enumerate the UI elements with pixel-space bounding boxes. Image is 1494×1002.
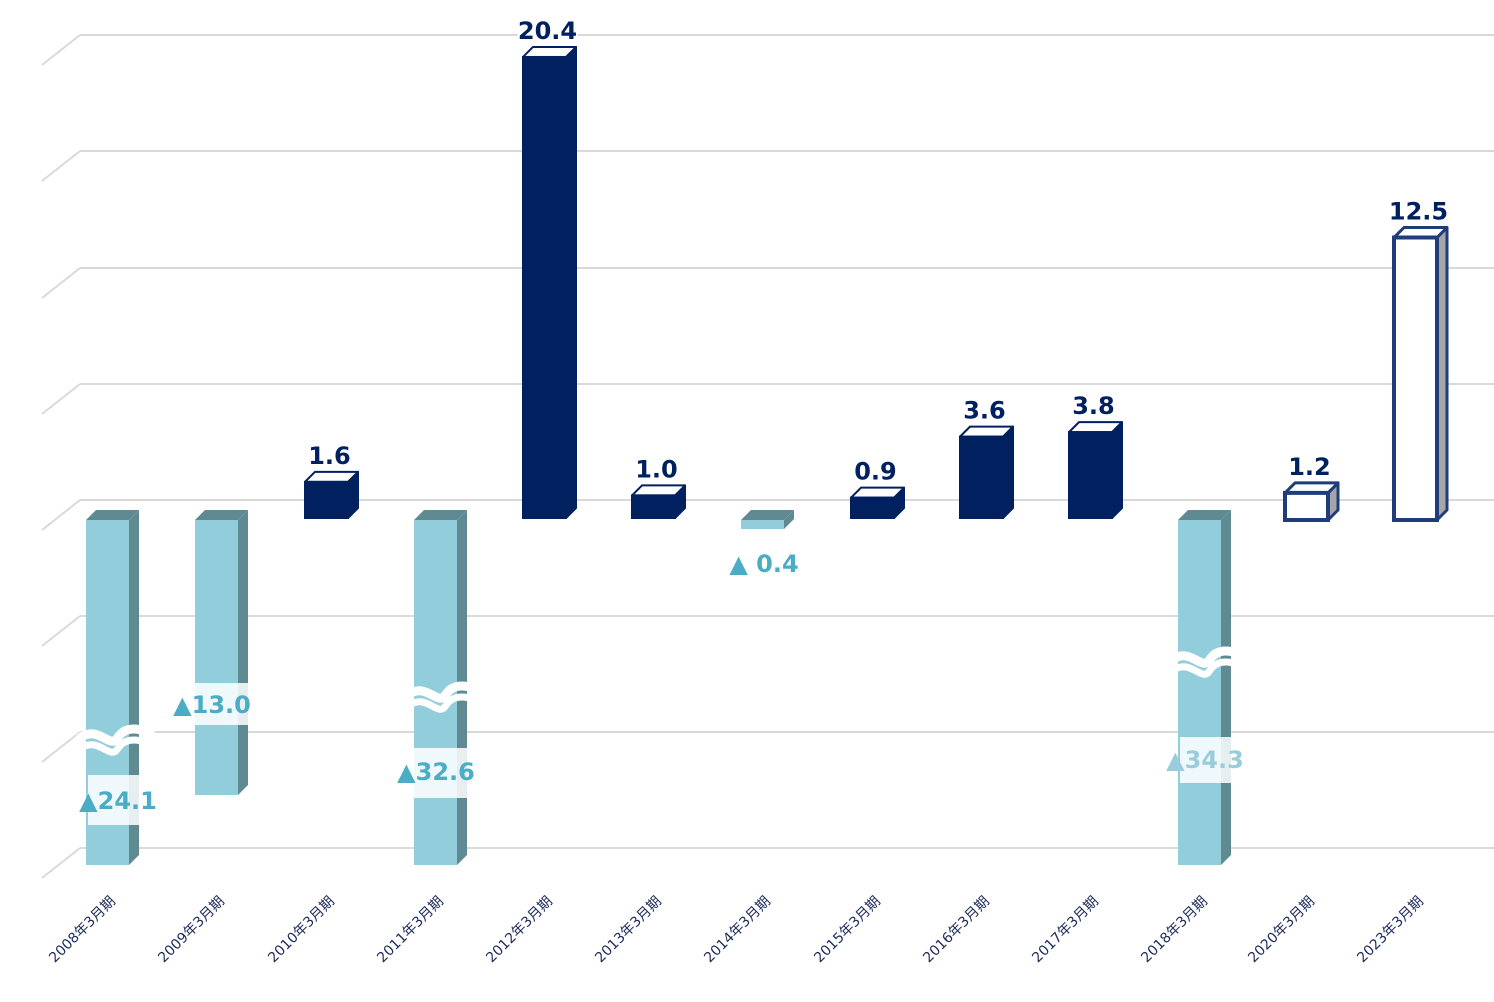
bar-front [522,55,567,520]
bar [195,510,248,795]
axis-break-mark [75,724,160,746]
gridline-perspective [41,383,81,415]
category-label: 2016年3月期 [920,894,993,967]
bar-top [631,484,686,497]
gridline-perspective [41,847,81,879]
category-label: 2017年3月期 [1029,894,1102,967]
bar-front [195,520,238,795]
gridline-perspective [41,150,81,182]
category-label: 2011年3月期 [374,894,447,967]
bar-top [741,510,794,520]
label-background [1279,450,1340,481]
gridline-perspective [41,34,81,66]
category-label: 2015年3月期 [811,894,884,967]
bar-top [195,510,248,520]
gridline-perspective [41,499,81,531]
data-label: 1.2 [1288,453,1331,481]
bar-side [238,510,248,795]
data-label: 0.9 [854,458,897,486]
bar-top [304,470,359,483]
category-label: 2014年3月期 [701,894,774,967]
bar-top [1178,510,1231,520]
bar [1167,510,1252,865]
bars [75,45,1449,865]
category-label: 2009年3月期 [155,894,228,967]
bar-top [850,486,905,499]
category-label: 2010年3月期 [265,894,338,967]
bar-front [1392,235,1439,522]
bar [403,510,488,865]
bar-top [959,425,1014,438]
data-label: ▲ 0.4 [729,550,798,578]
data-label: 3.6 [963,397,1006,425]
data-label: 12.5 [1389,198,1448,226]
label-background [626,453,687,484]
data-label: ▲24.1 [79,787,157,815]
category-label: 2013年3月期 [592,894,665,967]
gridline-perspective [41,267,81,299]
bar-front [959,435,1004,520]
data-label: ▲13.0 [173,691,251,719]
axis-break-mark [1168,658,1251,678]
label-background [193,683,263,725]
bar-side [565,45,577,519]
category-label: 2023年3月期 [1354,894,1427,967]
axis-break-mark [403,681,488,703]
gridline-perspective [41,731,81,763]
bar [1283,481,1340,523]
gridline-perspective [41,615,81,647]
label-background [845,455,906,486]
bar-top [1068,421,1123,434]
bar [1392,226,1449,522]
data-label: ▲34.3 [1166,746,1244,774]
gridlines [41,34,1494,879]
bar-front [631,494,676,519]
category-label: 2020年3月期 [1245,894,1318,967]
data-label: 3.8 [1072,392,1115,420]
category-label: 2012年3月期 [483,894,556,967]
bar [850,486,905,520]
data-label: 1.6 [308,442,351,470]
label-background [412,748,484,798]
bar-top [86,510,139,520]
value-labels: ▲24.1 ▲13.0 1.6 ▲32.6 20.4 1.0 ▲ 0.4 0.9 3.6 3.8 ▲… [79,14,1449,825]
bar-front [1283,490,1330,523]
axis-break-mark [76,736,159,756]
data-label: ▲32.6 [397,758,475,786]
axis-break-mark [1167,646,1252,668]
bar-side [784,510,794,530]
bar [522,45,577,520]
label-background [1388,195,1449,226]
bar-front [304,480,349,519]
bar-front [1068,431,1113,519]
label-background [1063,390,1124,421]
label-background [1180,737,1250,783]
category-label: 2018年3月期 [1138,894,1211,967]
bar-side [1111,421,1123,519]
bar-side [1221,510,1231,865]
bar [741,510,794,530]
bar [304,470,359,519]
label-background [88,775,160,825]
bar-top [414,510,467,520]
bar-top [522,45,577,58]
bar-front [1178,520,1221,865]
label-background [299,439,360,470]
bar [631,484,686,519]
data-label: 1.0 [635,455,678,483]
data-label: 20.4 [518,17,577,45]
axis-break-mark [404,693,487,713]
bar [1068,421,1123,519]
bar-front [850,496,895,520]
bar-front [741,520,784,530]
category-labels: 2008年3月期 2009年3月期 2010年3月期 2011年3月期 2012年3月期… [46,894,1427,967]
label-background [954,394,1015,425]
label-background [517,14,578,45]
bar-side [1002,425,1014,519]
category-label: 2008年3月期 [46,894,119,967]
bar [959,425,1014,520]
